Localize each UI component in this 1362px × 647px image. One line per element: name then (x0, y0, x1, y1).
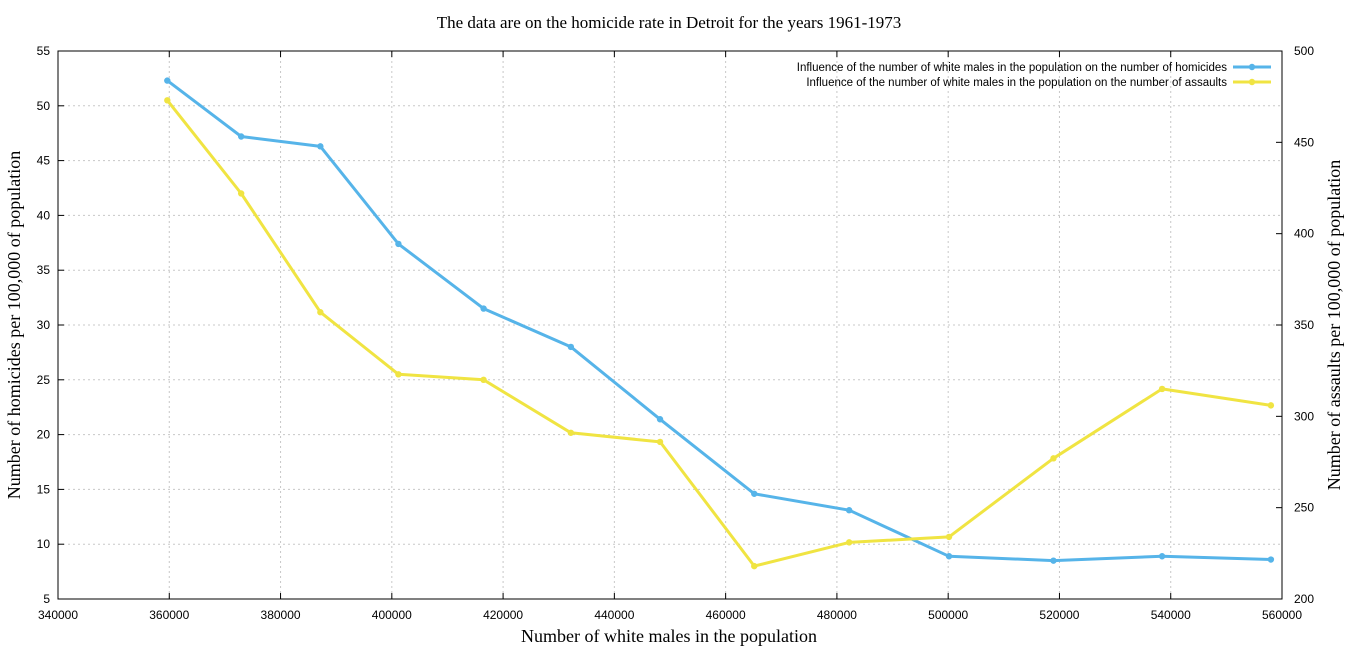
series-line (166, 99, 1272, 568)
data-point (656, 438, 664, 446)
y2-tick-label: 200 (1294, 592, 1314, 606)
y2-tick-label: 250 (1294, 501, 1314, 515)
data-point (1158, 385, 1166, 393)
data-point (567, 429, 575, 436)
y-tick-label: 50 (37, 99, 51, 113)
y2-tick-label: 400 (1294, 227, 1314, 241)
x-tick-label: 560000 (1262, 608, 1302, 622)
y2-tick-label: 300 (1294, 409, 1314, 423)
y-tick-label: 35 (37, 263, 51, 277)
y-axis-label: Number of homicides per 100,000 of popul… (4, 151, 24, 499)
x-tick-label: 480000 (817, 608, 857, 622)
x-axis-label: Number of white males in the population (521, 626, 817, 646)
x-axis: 340000 360000 380000 400000 420000 440000 4600… (38, 51, 1302, 622)
grid (58, 51, 1282, 599)
y-tick-label: 55 (37, 44, 51, 58)
y-tick-label: 20 (37, 428, 51, 442)
x-tick-label: 540000 (1151, 608, 1191, 622)
data-point (164, 77, 171, 84)
x-tick-label: 360000 (149, 608, 189, 622)
data-point (1050, 557, 1057, 564)
x-tick-label: 500000 (928, 608, 968, 622)
y-tick-label: 40 (37, 208, 51, 222)
y-axis-left: 5 10 15 20 25 30 35 40 45 50 55 (37, 44, 64, 606)
data-point (480, 376, 487, 383)
data-point (1267, 402, 1275, 409)
y2-tick-label: 500 (1294, 44, 1314, 58)
x-tick-label: 420000 (483, 608, 523, 622)
series (164, 77, 1275, 570)
data-point (1050, 455, 1057, 462)
data-point (1158, 553, 1166, 560)
series-1 (164, 77, 1275, 564)
x-tick-label: 380000 (261, 608, 301, 622)
data-point (656, 416, 664, 423)
chart-title: The data are on the homicide rate in Det… (437, 13, 902, 32)
data-point (1267, 556, 1275, 563)
data-point (164, 97, 171, 104)
x-tick-label: 400000 (372, 608, 412, 622)
legend-swatch-point (1248, 63, 1256, 71)
data-point (945, 553, 953, 560)
x-tick-label: 460000 (706, 608, 746, 622)
y2-tick-label: 450 (1294, 135, 1314, 149)
legend-label: Influence of the number of white males i… (806, 77, 1227, 89)
x-tick-label: 340000 (38, 608, 78, 622)
x-tick-label: 520000 (1039, 608, 1079, 622)
data-point (317, 143, 324, 150)
y2-tick-label: 350 (1294, 318, 1314, 332)
data-point (751, 562, 758, 570)
legend-label: Influence of the number of white males i… (797, 62, 1227, 74)
data-point (845, 539, 853, 546)
data-point (945, 533, 953, 541)
y-tick-label: 15 (37, 482, 51, 496)
y-tick-label: 45 (37, 154, 51, 168)
data-point (395, 240, 402, 248)
legend: Influence of the number of white males i… (797, 62, 1271, 89)
data-point (317, 309, 324, 316)
y-tick-label: 10 (37, 537, 51, 551)
data-point (237, 133, 245, 140)
data-point (751, 490, 758, 497)
y-axis-right: 200 250 300 350 400 450 500 (1276, 44, 1314, 606)
data-point (480, 305, 487, 312)
y-tick-label: 30 (37, 318, 51, 332)
x-tick-label: 440000 (594, 608, 634, 622)
data-point (395, 371, 402, 378)
data-point (237, 190, 245, 197)
data-point (845, 507, 853, 514)
y-tick-label: 5 (43, 592, 50, 606)
data-point (567, 343, 575, 351)
y-tick-label: 25 (37, 373, 51, 387)
legend-swatch-point (1248, 78, 1256, 86)
series-2 (164, 97, 1275, 570)
y2-axis-label: Number of assaults per 100,000 of popula… (1324, 160, 1344, 490)
